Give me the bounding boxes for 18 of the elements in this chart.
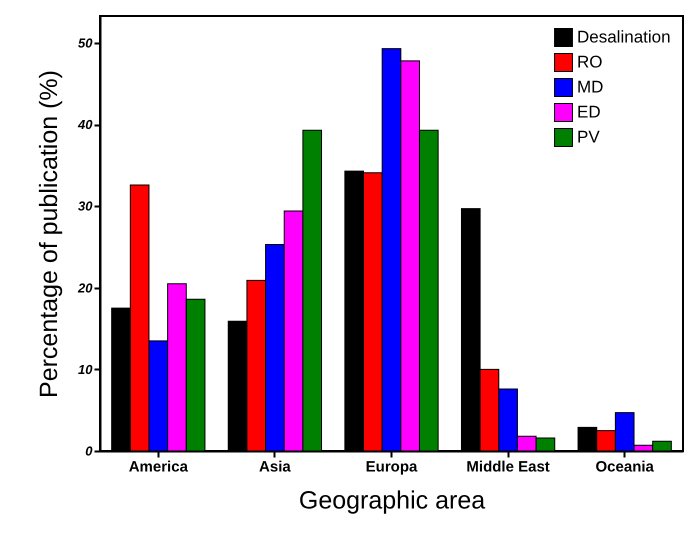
y-axis-title: Percentage of publication (%) [35,70,64,398]
legend-label: RO [577,52,602,72]
legend-label: PV [577,128,600,146]
y-tick-label: 30 [78,198,94,214]
legend-label: MD [577,78,604,96]
x-tick-label: Middle East [466,458,550,476]
x-tick-label: Europa [366,458,418,476]
y-tick-label: 50 [78,35,94,50]
x-axis-title: Geographic area [298,486,486,514]
legend-label: Desalination [577,28,671,46]
y-tick-label: 10 [78,362,94,377]
y-tick-label: 20 [77,280,94,296]
x-tick-label: America [128,458,189,476]
x-tick-label: Oceania [596,458,655,476]
y-tick-label: 40 [77,117,94,132]
y-tick-label: 0 [85,444,94,458]
legend-label: ED [577,102,601,122]
x-tick-label: Asia [259,458,292,476]
